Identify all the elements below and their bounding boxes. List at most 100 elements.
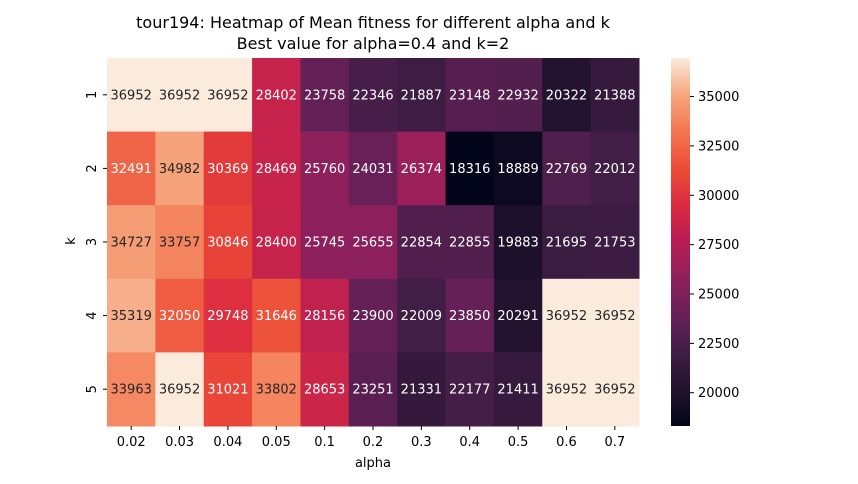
- x-tick-label: 0.05: [262, 435, 291, 450]
- heatmap-cell: [155, 352, 205, 427]
- heatmap-cell: [397, 205, 447, 280]
- cell-value-label: 32050: [159, 309, 200, 324]
- heatmap-cell: [348, 278, 398, 353]
- heatmap-cell: [107, 131, 156, 206]
- heatmap-cell: [155, 131, 205, 206]
- cell-value-label: 23251: [352, 383, 393, 398]
- x-tick-label: 0.03: [165, 435, 194, 450]
- x-tick-label: 0.3: [411, 435, 432, 450]
- heatmap-cell: [542, 205, 592, 280]
- x-axis-label: alpha: [355, 456, 391, 471]
- heatmap-cell: [252, 278, 301, 353]
- cell-value-label: 32491: [111, 162, 152, 177]
- x-tick-label: 0.04: [213, 435, 242, 450]
- cell-value-label: 23850: [449, 309, 490, 324]
- colorbar-tick-label: 30000: [698, 189, 739, 204]
- cell-value-label: 36952: [546, 309, 587, 324]
- cell-value-label: 36952: [546, 383, 587, 398]
- heatmap-cell: [445, 352, 495, 427]
- cell-value-label: 33757: [159, 236, 200, 251]
- cell-value-label: 34982: [159, 162, 200, 177]
- heatmap-cell: [397, 352, 447, 427]
- heatmap-cell: [397, 278, 447, 353]
- heatmap-cell: [397, 58, 447, 133]
- cell-value-label: 21887: [401, 88, 442, 103]
- heatmap-cells: 36952 36952 36952 28402 23758 22346 21887 23148…: [107, 58, 640, 427]
- heatmap-cell: [348, 205, 398, 280]
- heatmap-cell: [590, 131, 640, 206]
- colorbar-tick-label: 25000: [698, 288, 739, 303]
- cell-value-label: 22177: [449, 383, 490, 398]
- heatmap-cell: [107, 278, 156, 353]
- cell-value-label: 36952: [594, 383, 635, 398]
- heatmap-cell: [542, 278, 592, 353]
- x-tick-label: 0.5: [508, 435, 529, 450]
- chart-title: tour194: Heatmap of Mean fitness for dif…: [136, 13, 610, 32]
- cell-value-label: 22932: [497, 88, 538, 103]
- cell-value-label: 28400: [256, 236, 297, 251]
- y-axis-label: k: [64, 237, 79, 245]
- heatmap-cell: [542, 58, 592, 133]
- cell-value-label: 28653: [304, 383, 345, 398]
- cell-value-label: 28156: [304, 309, 345, 324]
- cell-value-label: 21331: [401, 383, 442, 398]
- heatmap-cell: [445, 58, 495, 133]
- cell-value-label: 25745: [304, 236, 345, 251]
- heatmap-cell: [300, 205, 350, 280]
- heatmap-cell: [348, 58, 398, 133]
- heatmap-cell: [348, 131, 398, 206]
- cell-value-label: 25655: [352, 236, 393, 251]
- cell-value-label: 31646: [256, 309, 297, 324]
- heatmap-cell: [397, 131, 447, 206]
- cell-value-label: 36952: [207, 88, 248, 103]
- heatmap-cell: [590, 278, 640, 353]
- chart-subtitle: Best value for alpha=0.4 and k=2: [237, 34, 510, 53]
- heatmap-cell: [493, 131, 543, 206]
- x-tick-label: 0.6: [556, 435, 577, 450]
- x-tick-label: 0.1: [314, 435, 335, 450]
- cell-value-label: 28469: [256, 162, 297, 177]
- cell-value-label: 33963: [111, 383, 152, 398]
- cell-value-label: 33802: [256, 383, 297, 398]
- colorbar-tick-label: 32500: [698, 139, 739, 154]
- heatmap-cell: [445, 205, 495, 280]
- cell-value-label: 23148: [449, 88, 490, 103]
- colorbar-tick-label: 20000: [698, 386, 739, 401]
- heatmap-cell: [107, 205, 156, 280]
- cell-value-label: 22012: [594, 162, 635, 177]
- cell-value-label: 20322: [546, 88, 587, 103]
- heatmap-cell: [203, 58, 253, 133]
- heatmap-cell: [445, 278, 495, 353]
- cell-value-label: 18316: [449, 162, 490, 177]
- cell-value-label: 26374: [401, 162, 442, 177]
- heatmap-cell: [252, 58, 301, 133]
- heatmap-cell: [493, 205, 543, 280]
- colorbar-tick-label: 27500: [698, 238, 739, 253]
- cell-value-label: 22854: [401, 236, 442, 251]
- heatmap-cell: [445, 131, 495, 206]
- heatmap-cell: [300, 58, 350, 133]
- heatmap-cell: [542, 352, 592, 427]
- colorbar-tick-label: 22500: [698, 337, 739, 352]
- cell-value-label: 22009: [401, 309, 442, 324]
- cell-value-label: 30846: [207, 236, 248, 251]
- y-tick-label: 3: [85, 238, 100, 246]
- cell-value-label: 35319: [111, 309, 152, 324]
- cell-value-label: 29748: [207, 309, 248, 324]
- cell-value-label: 22769: [546, 162, 587, 177]
- heatmap-cell: [493, 58, 543, 133]
- heatmap-cell: [252, 205, 301, 280]
- colorbar: [671, 58, 690, 426]
- heatmap-cell: [493, 278, 543, 353]
- cell-value-label: 21753: [594, 236, 635, 251]
- heatmap-cell: [155, 58, 205, 133]
- cell-value-label: 21695: [546, 236, 587, 251]
- cell-value-label: 23758: [304, 88, 345, 103]
- cell-value-label: 36952: [159, 383, 200, 398]
- heatmap-cell: [348, 352, 398, 427]
- cell-value-label: 34727: [111, 236, 152, 251]
- cell-value-label: 28402: [256, 88, 297, 103]
- cell-value-label: 24031: [352, 162, 393, 177]
- cell-value-label: 30369: [207, 162, 248, 177]
